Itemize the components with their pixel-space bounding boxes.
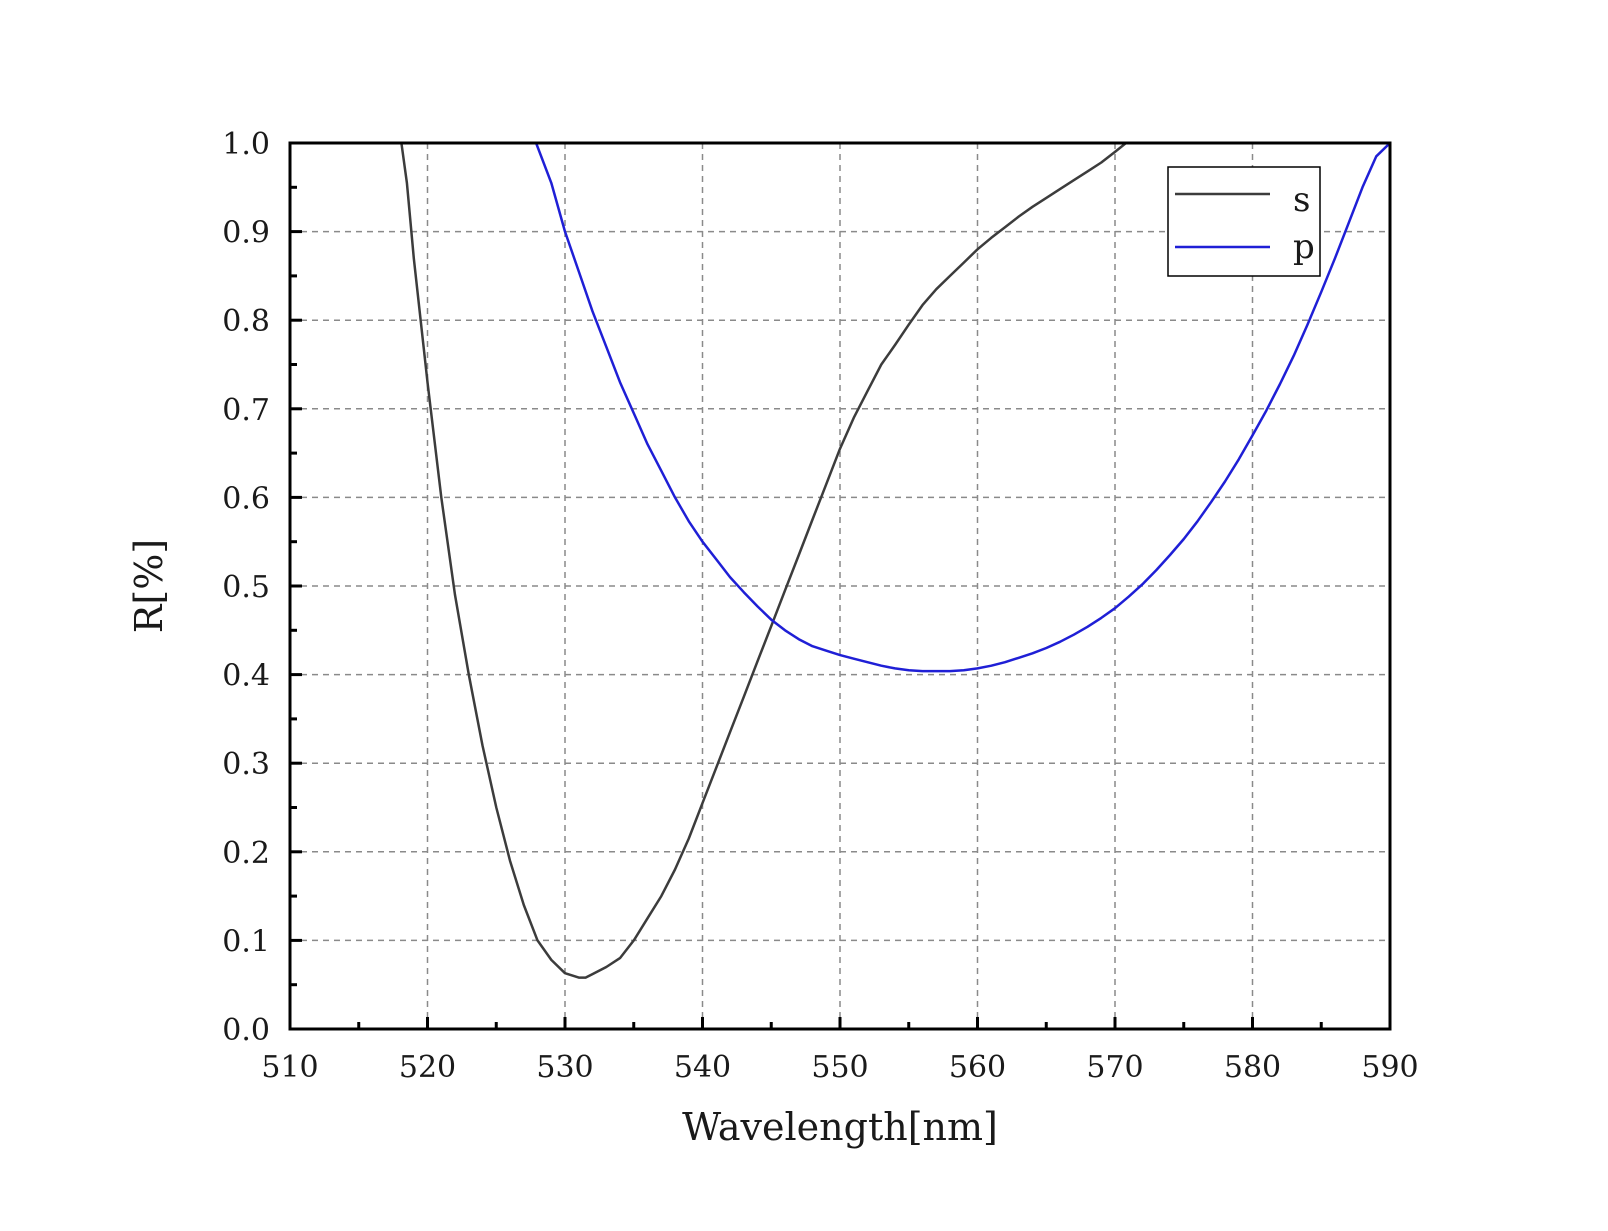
y-tick-label: 0.2 bbox=[222, 836, 270, 871]
y-tick-label: 0.0 bbox=[222, 1013, 270, 1048]
x-tick-label: 510 bbox=[261, 1050, 318, 1085]
y-tick-label: 0.7 bbox=[222, 393, 270, 428]
series-line-p bbox=[534, 143, 1390, 673]
x-tick-label: 540 bbox=[674, 1050, 731, 1085]
y-tick-label: 0.5 bbox=[222, 570, 270, 605]
y-tick-label: 0.1 bbox=[222, 924, 270, 959]
y-tick-label: 0.8 bbox=[222, 304, 270, 339]
y-tick-label: 0.3 bbox=[222, 747, 270, 782]
x-tick-label: 590 bbox=[1361, 1050, 1418, 1085]
legend-label-p: p bbox=[1293, 227, 1315, 267]
x-tick-label: 580 bbox=[1224, 1050, 1281, 1085]
y-tick-label: 0.9 bbox=[222, 216, 270, 251]
x-tick-label: 560 bbox=[949, 1050, 1006, 1085]
series-layer bbox=[400, 143, 1390, 979]
y-axis-title: R[%] bbox=[127, 539, 171, 633]
x-tick-label: 550 bbox=[811, 1050, 868, 1085]
axis-ticks bbox=[288, 141, 1392, 1031]
series-line-s bbox=[400, 143, 1127, 979]
x-tick-label: 570 bbox=[1086, 1050, 1143, 1085]
legend-label-s: s bbox=[1293, 180, 1310, 220]
y-tick-label: 0.4 bbox=[222, 659, 270, 694]
x-tick-label: 520 bbox=[399, 1050, 456, 1085]
tick-labels: 510 520 530 540 550 560 570 580 590 0.0 0.1 0.2 0.3 0… bbox=[222, 127, 1418, 1085]
y-tick-label: 1.0 bbox=[222, 127, 270, 162]
y-tick-label: 0.6 bbox=[222, 481, 270, 516]
x-tick-label: 530 bbox=[536, 1050, 593, 1085]
x-axis-title: Wavelength[nm] bbox=[682, 1105, 998, 1149]
legend: s p bbox=[1167, 166, 1321, 277]
legend-box bbox=[1167, 166, 1321, 277]
